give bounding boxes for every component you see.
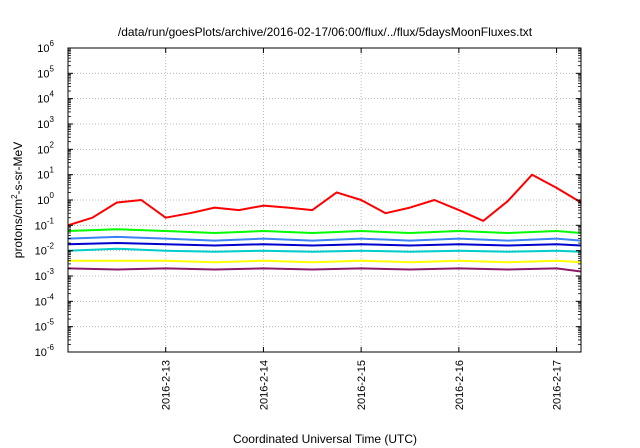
y-tick-label: 10-3 [35, 267, 55, 283]
x-tick-label: 2016-2-15 [356, 360, 368, 410]
series-line-3 [67, 235, 582, 242]
y-tick-label: 103 [37, 115, 54, 131]
y-tick-label: 100 [37, 191, 54, 207]
x-tick-label: 2016-2-13 [161, 360, 173, 410]
y-tick-label: 102 [37, 140, 54, 156]
plot-frame [67, 47, 582, 353]
series-layer [67, 173, 582, 273]
series-line-4 [67, 242, 582, 247]
series-line-6 [68, 259, 582, 264]
series-line-2 [67, 228, 582, 234]
series-line-5 [67, 247, 582, 253]
x-tick-label: 2016-2-14 [258, 360, 270, 410]
y-axis-title-rest: -s-sr-MeV [11, 142, 25, 195]
y-tick-label: 104 [37, 90, 54, 106]
grid [68, 48, 581, 352]
x-tick-label: 2016-2-16 [454, 360, 466, 410]
x-axis-title: Coordinated Universal Time (UTC) [233, 432, 417, 446]
y-tick-label: 10-2 [35, 242, 55, 258]
y-tick-label: 10-6 [35, 343, 55, 359]
chart-title: /data/run/goesPlots/archive/2016-02-17/0… [118, 25, 533, 39]
x-axis: 2016-2-13 2016-2-14 2016-2-15 2016-2-16 2016… [161, 48, 564, 410]
x-tick-label: 2016-2-17 [552, 360, 564, 410]
y-tick-label: 10-1 [35, 216, 55, 232]
series-line-7 [67, 267, 582, 273]
series-line-1 [67, 173, 582, 227]
y-tick-label: 10-5 [35, 318, 55, 334]
y-axis: 10-6 10-5 10-4 10-3 10-2 10-1 100 101 102 103 104 1… [35, 39, 581, 359]
y-axis-title-base: protons/cm [11, 199, 25, 258]
y-tick-label: 101 [37, 166, 54, 182]
y-tick-label: 10-4 [35, 292, 55, 308]
y-axis-title: protons/cm2-s-sr-MeV [10, 142, 25, 258]
y-tick-label: 105 [37, 64, 54, 80]
y-tick-label: 106 [37, 39, 54, 55]
y-axis-title-sup: 2 [10, 194, 19, 199]
